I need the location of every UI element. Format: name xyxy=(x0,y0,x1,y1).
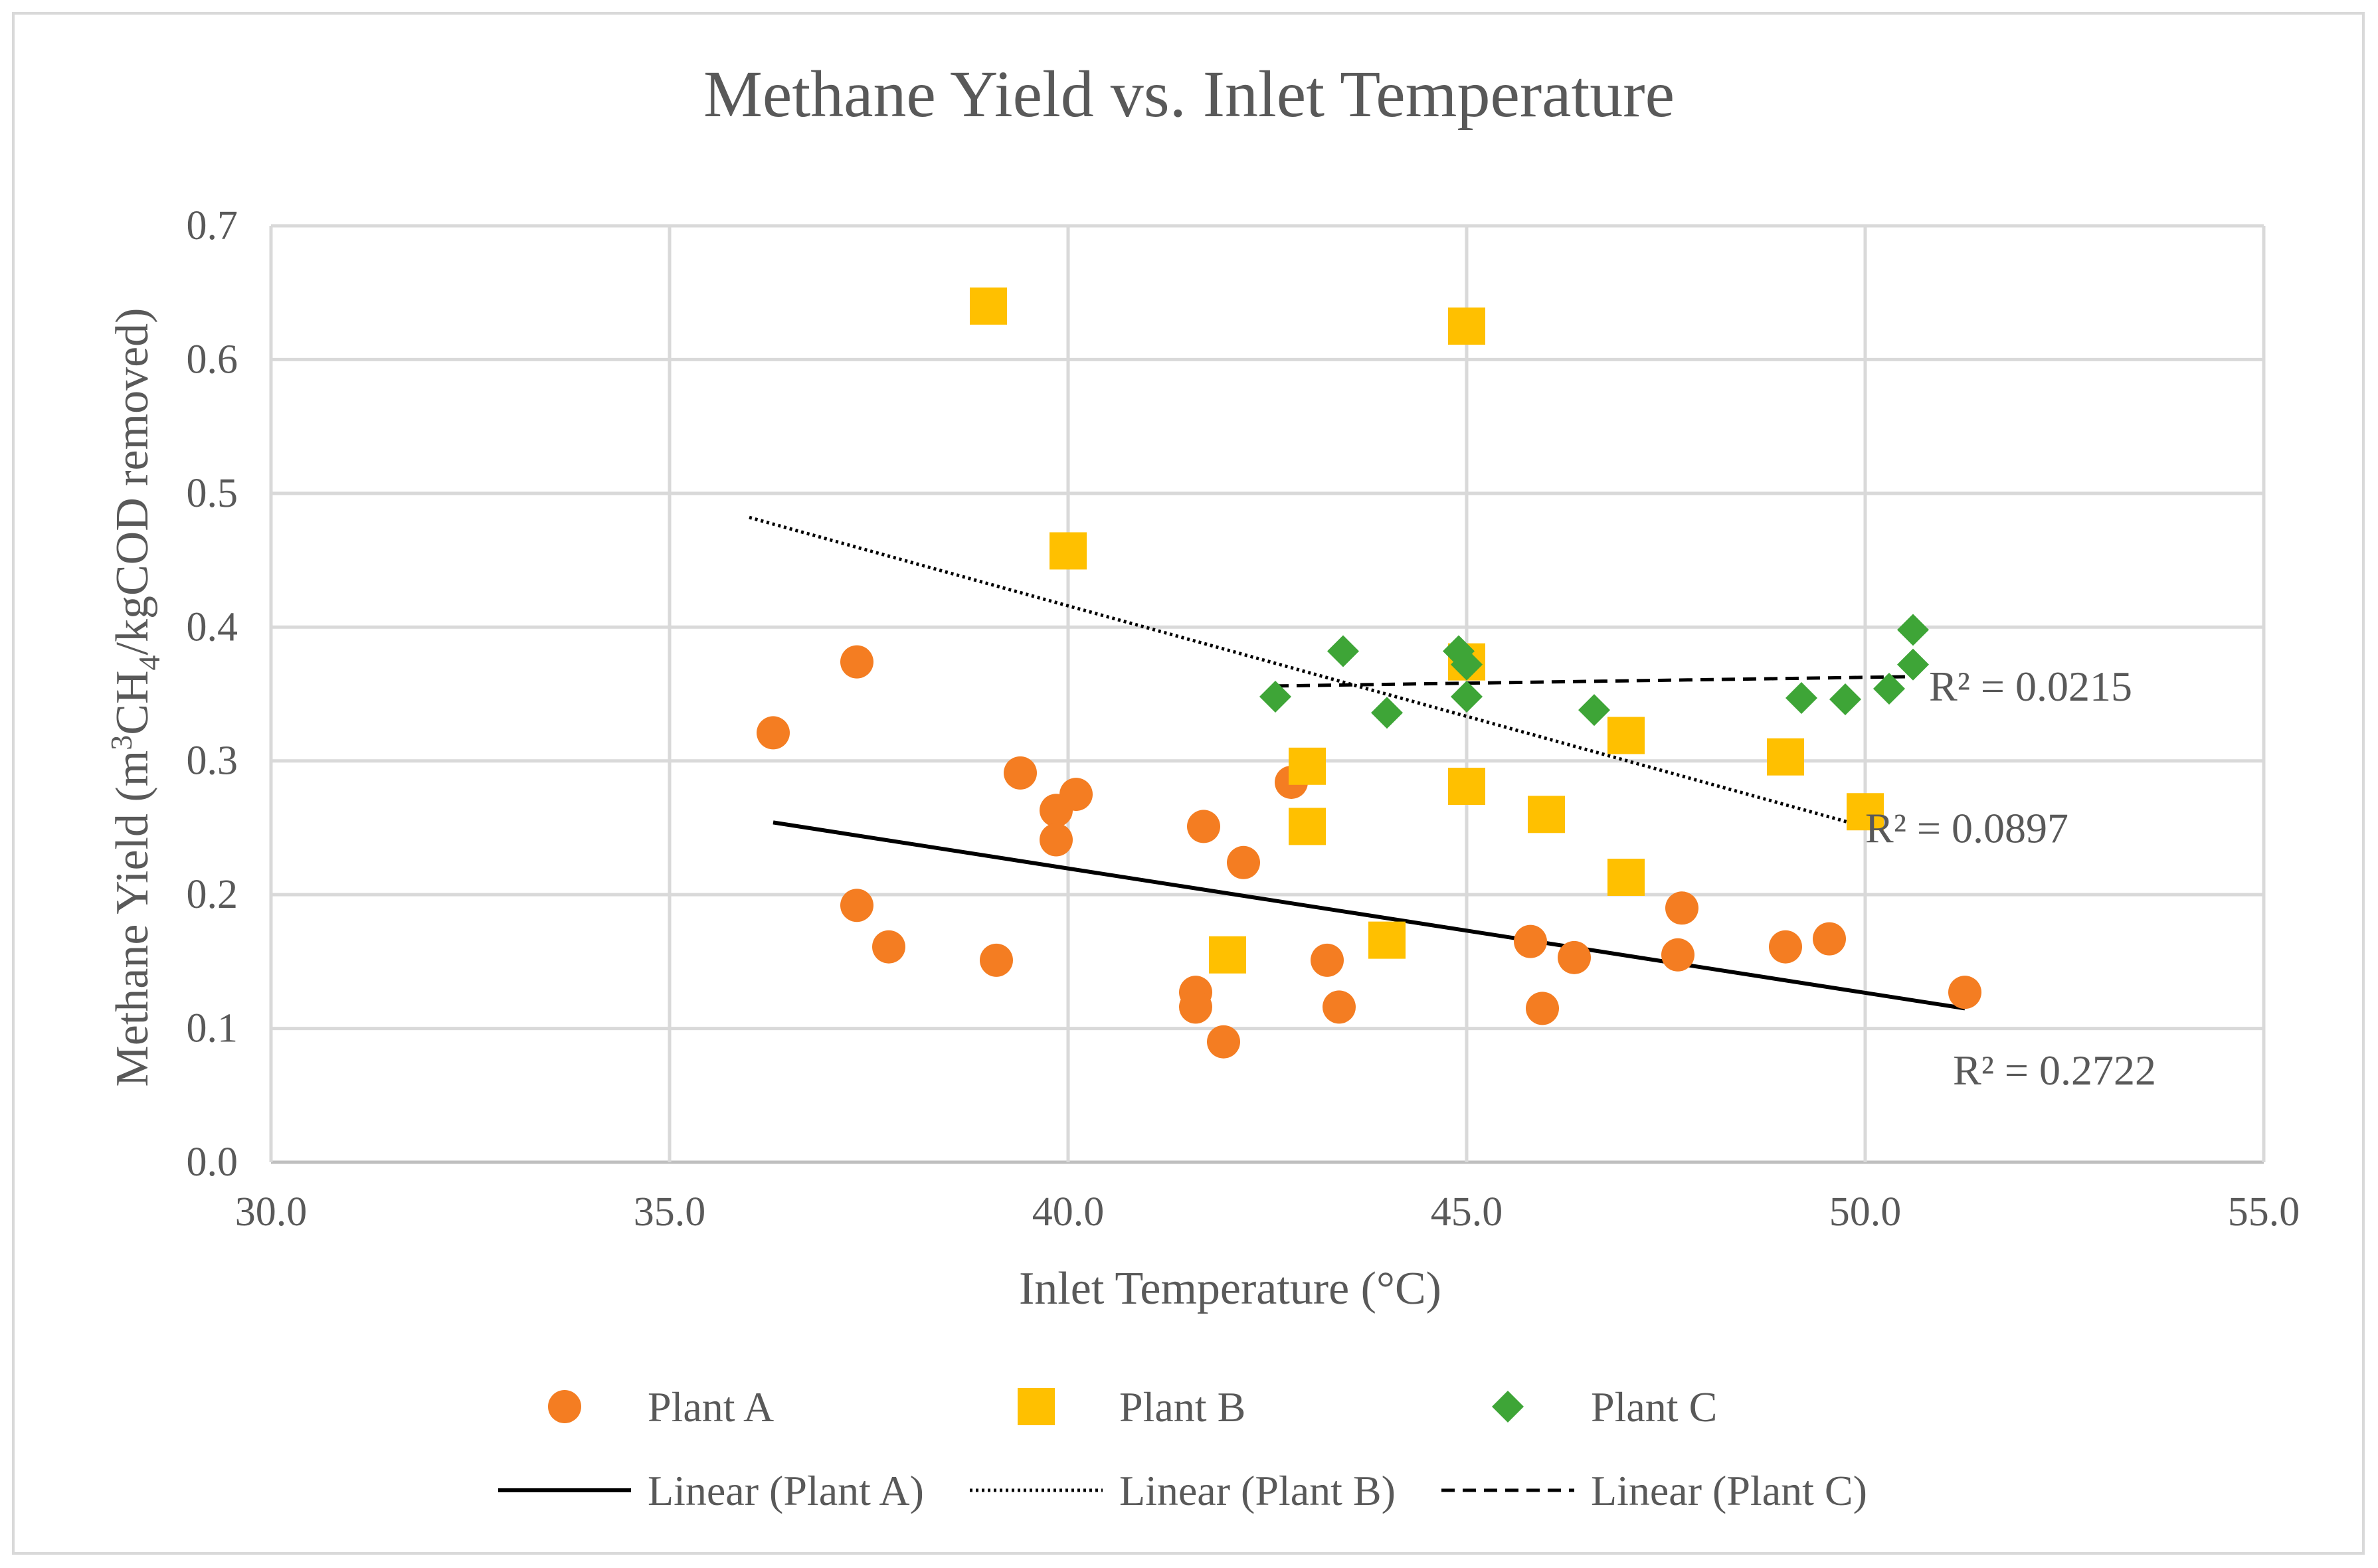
y-axis-title: Methane Yield (m3CH4/kgCOD removed) xyxy=(104,308,166,1087)
point-plant-b xyxy=(1050,532,1087,570)
r2-label-plant-b: R² = 0.0897 xyxy=(1865,805,2068,852)
y-tick-label: 0.6 xyxy=(187,337,238,382)
y-tick-label: 0.1 xyxy=(187,1006,238,1051)
trendlines xyxy=(749,515,1966,1011)
point-plant-a xyxy=(1948,976,1981,1009)
tick-labels: 0.0 0.1 0.2 0.3 0.4 0.5 0.6 0.7 30.0 35.0 40.0 45.0… xyxy=(187,203,2300,1235)
grid xyxy=(269,224,2266,1164)
r2-labels: R² = 0.2722 R² = 0.0897 R² = 0.0215 xyxy=(1865,663,2156,1094)
legend-trend-label-plant-c: Linear (Plant C) xyxy=(1591,1467,1867,1514)
point-plant-b xyxy=(1607,717,1645,754)
point-plant-a xyxy=(1323,990,1356,1024)
point-plant-c xyxy=(1259,681,1291,713)
x-tick-label: 40.0 xyxy=(1032,1189,1105,1235)
point-plant-a xyxy=(1227,845,1260,879)
trendline-plant-b xyxy=(749,515,1850,824)
y-axis-title-mid: CH xyxy=(107,670,158,735)
legend-marker-plant-c xyxy=(1492,1391,1524,1423)
legend-label-plant-b: Plant B xyxy=(1119,1383,1245,1431)
x-axis-title: Inlet Temperature (°C) xyxy=(1019,1263,1441,1314)
legend-label-plant-a: Plant A xyxy=(648,1383,774,1431)
y-tick-label: 0.5 xyxy=(187,471,238,516)
point-plant-b xyxy=(1607,858,1645,896)
trendline-plant-a xyxy=(773,820,1966,1011)
point-plant-a xyxy=(1040,823,1073,857)
point-plant-a xyxy=(1661,938,1694,972)
y-tick-label: 0.3 xyxy=(187,739,238,784)
point-plant-a xyxy=(872,930,905,964)
point-plant-b xyxy=(1448,767,1485,805)
point-plant-c xyxy=(1327,635,1359,667)
point-plant-a xyxy=(1665,891,1698,925)
point-plant-b xyxy=(1289,808,1326,845)
point-plant-b xyxy=(1528,796,1565,833)
legend-label-plant-c: Plant C xyxy=(1591,1383,1717,1431)
y-axis-title-suffix: /kgCOD removed) xyxy=(107,308,158,655)
point-plant-a xyxy=(1179,990,1212,1024)
y-axis-title-sup: 3 xyxy=(104,735,138,750)
point-plant-c xyxy=(1451,648,1483,681)
legend-marker-plant-a xyxy=(548,1390,581,1423)
point-plant-b xyxy=(1209,936,1246,974)
point-plant-a xyxy=(757,716,790,750)
y-tick-label: 0.7 xyxy=(187,203,238,248)
chart-title: Methane Yield vs. Inlet Temperature xyxy=(703,57,1675,131)
point-plant-c xyxy=(1829,683,1861,716)
point-plant-b xyxy=(1847,793,1884,831)
x-tick-label: 45.0 xyxy=(1431,1189,1503,1235)
point-plant-c xyxy=(1451,681,1483,713)
point-plant-c xyxy=(1578,694,1610,727)
point-plant-a xyxy=(980,943,1013,977)
x-tick-label: 30.0 xyxy=(235,1189,308,1235)
r2-label-plant-a: R² = 0.2722 xyxy=(1953,1047,2156,1094)
point-plant-a xyxy=(1813,922,1846,956)
point-plant-c xyxy=(1785,682,1817,715)
legend-marker-plant-b xyxy=(1018,1388,1055,1425)
point-plant-c xyxy=(1873,672,1905,705)
point-plant-b xyxy=(970,287,1007,325)
point-plant-b xyxy=(1448,307,1485,345)
point-plant-c xyxy=(1897,648,1929,681)
point-plant-b xyxy=(1289,747,1326,785)
y-axis-title-prefix: Methane Yield (m xyxy=(107,750,158,1087)
point-plant-b xyxy=(1767,738,1804,776)
point-plant-a xyxy=(840,889,873,922)
point-plant-a xyxy=(1311,943,1344,977)
x-tick-label: 35.0 xyxy=(634,1189,706,1235)
point-plant-a xyxy=(1558,940,1591,974)
point-plant-a xyxy=(1059,778,1093,812)
point-plant-b xyxy=(1368,921,1406,959)
point-plant-a xyxy=(840,645,873,679)
point-plant-c xyxy=(1897,614,1929,646)
point-plant-a xyxy=(1514,924,1547,958)
point-plant-c xyxy=(1371,697,1403,729)
point-plant-a xyxy=(1526,992,1559,1025)
x-tick-label: 50.0 xyxy=(1829,1189,1902,1235)
point-plant-a xyxy=(1769,930,1802,964)
y-axis-title-sub: 4 xyxy=(132,655,166,670)
legend-trend-label-plant-b: Linear (Plant B) xyxy=(1119,1467,1396,1514)
y-tick-label: 0.0 xyxy=(187,1140,238,1185)
chart-frame xyxy=(12,12,2365,1555)
point-plant-a xyxy=(1187,810,1220,843)
trendline-plant-c xyxy=(1275,675,1914,688)
r2-label-plant-c: R² = 0.0215 xyxy=(1929,663,2132,710)
legend-trend-label-plant-a: Linear (Plant A) xyxy=(648,1467,924,1514)
data-points xyxy=(757,287,1981,1059)
point-plant-a xyxy=(1004,756,1037,790)
point-plant-a xyxy=(1207,1025,1240,1059)
y-tick-label: 0.2 xyxy=(187,872,238,917)
x-tick-label: 55.0 xyxy=(2228,1189,2300,1235)
legend: Plant A Plant B Plant C Linear (Plant A) Lin… xyxy=(498,1383,1867,1514)
y-tick-label: 0.4 xyxy=(187,604,238,650)
